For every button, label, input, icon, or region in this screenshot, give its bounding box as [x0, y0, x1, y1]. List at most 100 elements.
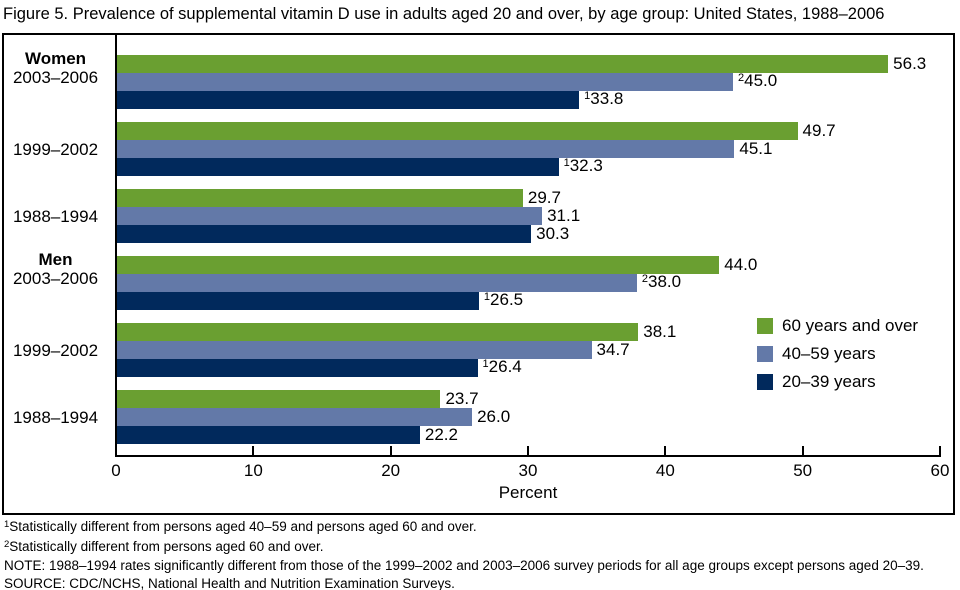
legend-row: 20–39 years — [757, 373, 918, 391]
legend-label: 40–59 years — [782, 344, 876, 363]
legend-swatch — [757, 374, 773, 390]
bar-value-label: 34.7 — [596, 340, 630, 359]
x-axis-title: Percent — [498, 483, 558, 502]
bar-60-and-over — [115, 55, 889, 73]
group-label: Men 2003–2006 — [4, 250, 115, 310]
group-bars: 56.3 245.0 133.8 — [115, 55, 953, 109]
bar-value-superscript: 1 — [563, 157, 570, 169]
bar-value-label: 44.0 — [724, 255, 758, 274]
x-axis-tick — [527, 446, 529, 455]
bar-row: 238.0 — [115, 272, 953, 292]
bar-value-label: 29.7 — [527, 188, 561, 207]
bar-value-label: 23.7 — [445, 389, 479, 408]
x-axis-tick — [939, 446, 941, 455]
x-axis-tick-label: 0 — [111, 461, 121, 480]
group-label: 1988–1994 — [4, 390, 115, 444]
bar-row: 29.7 — [115, 189, 953, 207]
bar-row: 38.1 — [115, 323, 953, 341]
x-axis-tick — [115, 446, 117, 455]
bar-value-superscript: 1 — [584, 90, 591, 102]
bar-value-superscript: 1 — [483, 291, 491, 303]
bar-group: 1999–2002 49.7 45.1 132.3 — [4, 122, 953, 176]
bar-row: 126.5 — [115, 290, 953, 310]
bar-group: 1999–2002 38.1 34.7 126.4 — [4, 323, 953, 377]
x-axis-tick — [252, 446, 255, 455]
period-label: 1999–2002 — [12, 340, 99, 360]
x-axis-line — [115, 455, 941, 457]
bar-value-label: 126.5 — [483, 290, 524, 309]
bar-20-39 — [115, 292, 479, 310]
x-axis-tick — [664, 446, 667, 455]
group-label: 1988–1994 — [4, 189, 115, 243]
x-axis-tick — [389, 446, 392, 455]
bar-40-59 — [115, 274, 637, 292]
x-axis-tick-label: 10 — [243, 461, 263, 480]
bar-40-59 — [115, 140, 735, 158]
bar-20-39 — [115, 91, 580, 109]
section-label: Women — [24, 49, 87, 68]
bar-row: 23.7 — [115, 390, 953, 408]
period-label: 1988–1994 — [12, 407, 99, 427]
period-label: 1988–1994 — [12, 206, 99, 226]
bar-20-39 — [115, 158, 559, 176]
group-label: Women 2003–2006 — [4, 49, 115, 109]
group-bars: 49.7 45.1 132.3 — [115, 122, 953, 176]
x-axis-tick-label: 30 — [518, 461, 538, 480]
bar-value-label: 126.4 — [482, 357, 522, 376]
bar-row: 132.3 — [115, 157, 953, 176]
bar-groups: Women 2003–2006 56.3 245.0 133.8 1999–2002 49.… — [4, 35, 953, 457]
footnote-superscript: 2 — [4, 538, 10, 550]
group-bars: 29.7 31.1 30.3 — [115, 189, 953, 243]
legend-row: 40–59 years — [757, 345, 918, 363]
footnote-line: NOTE: 1988–1994 rates significantly diff… — [4, 558, 924, 573]
period-label: 1999–2002 — [12, 139, 99, 159]
bar-60-and-over — [115, 323, 639, 341]
bar-value-superscript: 1 — [482, 358, 489, 370]
bar-value-label: 38.1 — [643, 322, 677, 341]
section-label: Men — [38, 250, 73, 269]
group-bars: 44.0 238.0 126.5 — [115, 256, 953, 310]
bar-row: 44.0 — [115, 256, 953, 274]
bar-20-39 — [115, 359, 478, 377]
legend-row: 60 years and over — [757, 317, 918, 335]
bar-60-and-over — [115, 122, 798, 140]
bar-value-label: 56.3 — [893, 54, 927, 73]
bar-60-and-over — [115, 189, 523, 207]
bar-value-label: 49.7 — [802, 121, 836, 140]
bar-40-59 — [115, 207, 543, 225]
footnote-line: 1Statistically different from persons ag… — [4, 519, 477, 534]
bar-value-label: 133.8 — [584, 89, 624, 108]
footnote-line: 2Statistically different from persons ag… — [4, 538, 324, 554]
bar-row: 45.1 — [115, 140, 953, 158]
legend: 60 years and over 40–59 years 20–39 years — [757, 317, 918, 401]
group-label: 1999–2002 — [4, 323, 115, 377]
bar-value-label: 238.0 — [641, 272, 682, 291]
bar-row: 56.3 — [115, 55, 953, 73]
footnotes: 1Statistically different from persons ag… — [4, 518, 956, 590]
bar-value-label: 22.2 — [424, 425, 458, 444]
bar-60-and-over — [115, 390, 441, 408]
bar-value-superscript: 2 — [641, 273, 648, 285]
footnote-line: SOURCE: CDC/NCHS, National Health and Nu… — [4, 575, 455, 590]
period-label: 2003–2006 — [12, 269, 99, 288]
bar-group: 1988–1994 29.7 31.1 30.3 — [4, 189, 953, 243]
x-axis-tick-label: 60 — [930, 461, 950, 480]
x-axis-tick-label: 50 — [793, 461, 813, 480]
bar-row: 30.3 — [115, 225, 953, 243]
bar-value-label: 245.0 — [738, 71, 778, 90]
bar-value-label: 45.1 — [739, 139, 773, 158]
footnote-superscript: 1 — [4, 519, 10, 530]
bar-row: 126.4 — [115, 357, 953, 377]
bar-40-59 — [115, 73, 733, 91]
bar-20-39 — [115, 426, 420, 444]
bar-row: 133.8 — [115, 89, 953, 109]
bar-group: Men 2003–2006 44.0 238.0 126.5 — [4, 250, 953, 310]
bar-row: 22.2 — [115, 426, 953, 444]
bar-40-59 — [115, 341, 592, 359]
figure-title: Figure 5. Prevalence of supplemental vit… — [3, 5, 885, 23]
bar-group: Women 2003–2006 56.3 245.0 133.8 — [4, 49, 953, 109]
bar-40-59 — [115, 408, 473, 426]
bar-20-39 — [115, 225, 532, 243]
bar-row: 34.7 — [115, 341, 953, 359]
